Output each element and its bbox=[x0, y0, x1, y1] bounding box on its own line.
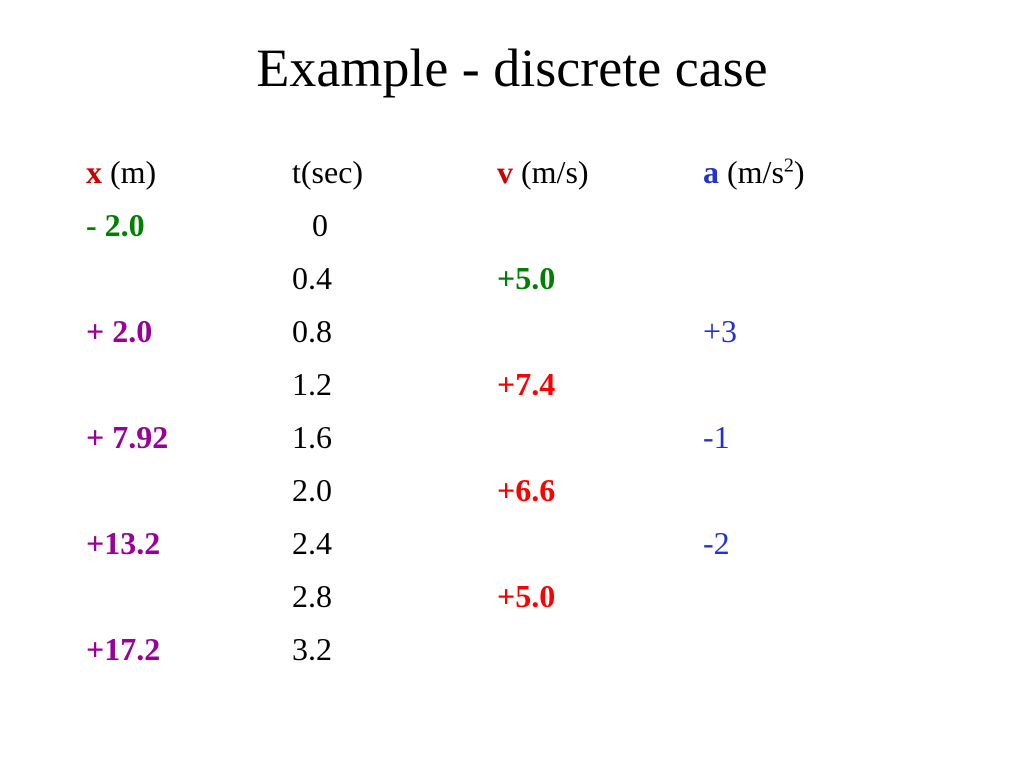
header-a-symbol: a bbox=[703, 154, 719, 190]
header-a-unit-post: ) bbox=[793, 154, 805, 190]
slide-title: Example - discrete case bbox=[256, 38, 768, 98]
row-1-v: +5.0 bbox=[497, 260, 556, 296]
row-2-x: + 2.0 bbox=[86, 313, 153, 349]
row-1-t: 0.4 bbox=[292, 260, 332, 296]
header-a-unit-pre: (m/s bbox=[719, 154, 784, 190]
row-7-t: 2.8 bbox=[292, 578, 332, 614]
row-2-a: +3 bbox=[703, 313, 738, 349]
row-6-a: -2 bbox=[703, 525, 730, 561]
header-t: t(sec) bbox=[292, 154, 364, 190]
row-4-t: 1.6 bbox=[292, 419, 332, 455]
header-a: a (m/s2) bbox=[703, 152, 805, 192]
header-x-unit: (m) bbox=[102, 154, 157, 190]
row-5-t: 2.0 bbox=[292, 472, 332, 508]
row-8-x: +17.2 bbox=[86, 631, 161, 667]
header-v-symbol: v bbox=[497, 154, 513, 190]
header-a-unit-sup: 2 bbox=[783, 154, 794, 177]
row-0-x: - 2.0 bbox=[86, 207, 145, 243]
row-3-v: +7.4 bbox=[497, 366, 556, 402]
row-6-x: +13.2 bbox=[86, 525, 161, 561]
header-v-unit: (m/s) bbox=[513, 154, 589, 190]
header-v: v (m/s) bbox=[497, 152, 589, 192]
row-4-x: + 7.92 bbox=[86, 419, 169, 455]
row-5-v: +6.6 bbox=[497, 472, 556, 508]
row-6-t: 2.4 bbox=[292, 525, 332, 561]
row-3-t: 1.2 bbox=[292, 366, 332, 402]
header-x-symbol: x bbox=[86, 154, 102, 190]
row-8-t: 3.2 bbox=[292, 631, 332, 667]
row-4-a: -1 bbox=[703, 419, 730, 455]
header-x: x (m) bbox=[86, 152, 156, 192]
row-7-v: +5.0 bbox=[497, 578, 556, 614]
row-2-t: 0.8 bbox=[292, 313, 332, 349]
row-0-t: 0 bbox=[312, 207, 328, 243]
